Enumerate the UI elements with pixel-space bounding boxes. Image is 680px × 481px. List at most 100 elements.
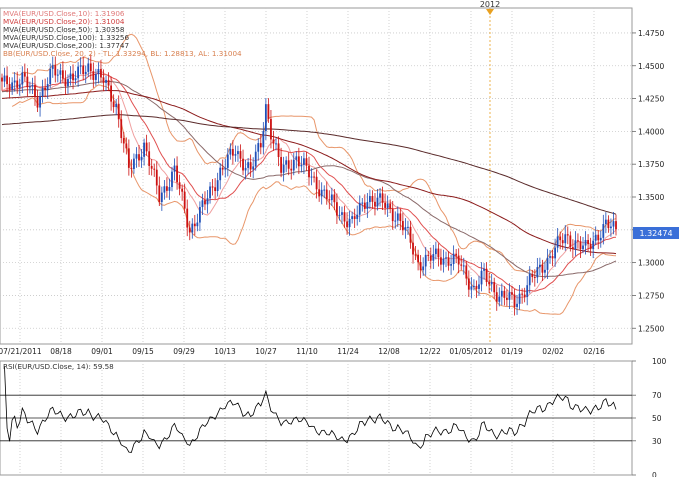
candle-body [584,239,587,246]
candle-body [348,218,351,228]
candle-body [386,203,389,208]
candle-body [34,84,36,98]
year-marker-icon [486,9,494,15]
candle-body [462,265,465,267]
candle-body [31,84,34,87]
x-tick-label: 07/21/2011 [0,347,42,356]
candle-body [341,212,343,215]
candle-body [346,221,348,228]
candle-body [313,176,315,178]
candle-body [242,158,244,171]
candle-body [412,242,414,255]
candle-body [178,182,181,189]
candle-body [148,151,151,166]
candle-body [229,148,232,155]
candle-body [244,167,247,171]
price-y-tick-label: 1.2500 [638,324,664,333]
candle-body [54,65,57,76]
candle-body [303,158,305,165]
candlesticks [1,54,617,316]
candle-body [143,142,145,157]
candle-body [470,286,473,290]
candle-body [429,255,432,261]
candle-body [280,157,282,173]
candle-body [237,151,239,155]
candle-body [259,143,262,148]
candle-body [516,303,518,307]
last-price-label: 1.32474 [639,229,672,238]
candle-body [6,75,8,85]
candle-body [414,254,417,256]
price-y-tick-label: 1.4750 [638,29,664,38]
candle-body [521,293,524,295]
candle-body [254,151,257,167]
candle-body [150,165,153,169]
candle-body [171,171,173,188]
candle-body [589,244,592,250]
candle-body [315,176,318,190]
candle-body [394,220,397,222]
candle-body [26,76,29,88]
candle-body [551,256,554,259]
candle-body [183,191,186,209]
rsi-line [4,366,617,453]
candle-body [460,264,463,266]
candle-body [257,143,260,152]
candle-body [318,189,321,197]
candle-body [381,193,384,203]
candle-body [582,245,584,250]
candle-body [376,197,379,207]
candle-body [478,284,480,289]
candle-body [338,214,341,216]
candle-body [353,216,356,219]
candle-body [231,148,234,156]
candle-body [419,262,422,271]
candle-body [292,159,295,171]
candle-body [594,234,597,241]
candle-body [287,160,290,169]
candle-body [511,292,513,295]
candle-body [97,69,100,75]
candle-body [181,188,184,192]
candle-body [100,69,102,78]
candle-body [612,221,615,227]
candle-body [145,142,148,152]
candle-body [336,202,338,216]
price-y-tick-label: 1.4500 [638,62,664,71]
candle-body [531,274,534,277]
candle-body [323,189,326,191]
candle-body [135,154,138,159]
candle-body [110,85,112,102]
candle-body [1,77,3,82]
candle-body [105,79,107,83]
candle-body [538,264,541,268]
legend-entry-sma10: MVA(EUR/USD.Close,10): 1.31906 [3,9,125,18]
sma20-line [1,72,617,292]
candle-body [371,196,374,202]
candle-body [518,293,521,304]
candle-body [49,68,52,85]
candle-body [587,239,589,245]
candle-body [115,103,118,108]
candle-body [158,185,161,203]
candle-body [417,254,419,263]
candle-body [160,192,163,203]
candle-body [23,72,26,77]
candle-body [262,131,265,148]
candle-body [455,253,458,256]
candle-body [407,226,409,228]
candle-body [285,160,288,165]
candle-body [579,241,582,250]
bb-upper-line [12,33,617,274]
candle-body [163,186,166,193]
candle-body [252,166,255,170]
candle-body [533,276,536,278]
candle-body [94,74,97,80]
candle-body [82,65,85,75]
rsi-title: RSI(EUR/USD.Close, 14): 59.58 [3,362,114,371]
candle-body [564,234,567,244]
candle-body [440,257,442,265]
candle-body [211,186,214,188]
candle-body [277,143,280,158]
candle-body [305,158,308,166]
